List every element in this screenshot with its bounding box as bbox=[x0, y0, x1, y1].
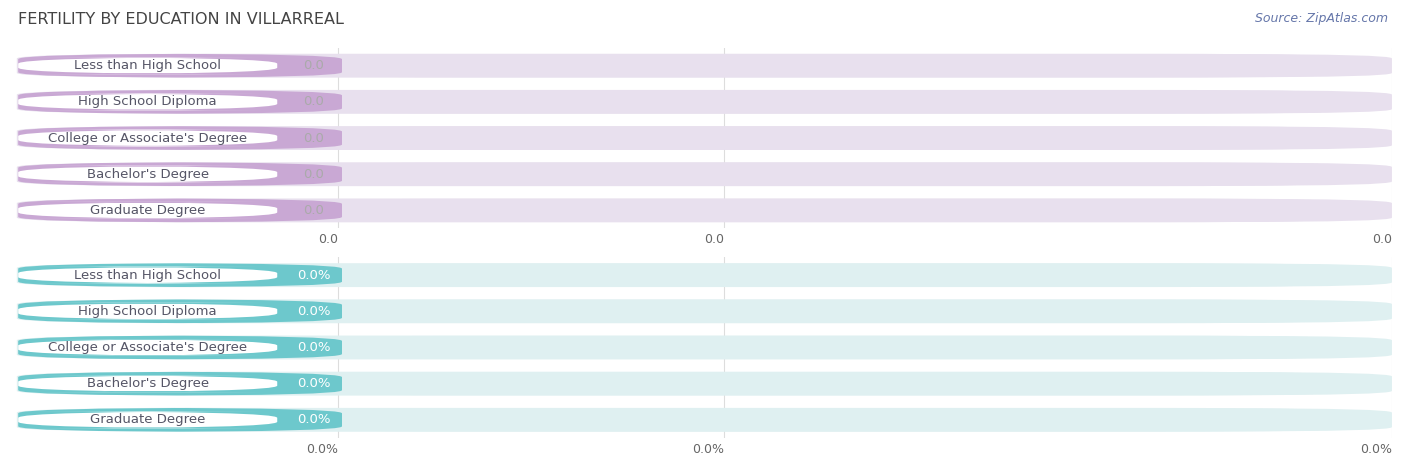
FancyBboxPatch shape bbox=[18, 198, 342, 222]
FancyBboxPatch shape bbox=[17, 264, 335, 287]
FancyBboxPatch shape bbox=[18, 299, 1361, 323]
Text: 0.0%: 0.0% bbox=[297, 268, 330, 282]
Text: Bachelor's Degree: Bachelor's Degree bbox=[87, 168, 208, 181]
FancyBboxPatch shape bbox=[17, 372, 335, 395]
Text: 0.0: 0.0 bbox=[1372, 233, 1392, 246]
Text: 0.0: 0.0 bbox=[304, 95, 323, 109]
Text: FERTILITY BY EDUCATION IN VILLARREAL: FERTILITY BY EDUCATION IN VILLARREAL bbox=[18, 12, 344, 27]
FancyBboxPatch shape bbox=[18, 126, 1361, 150]
FancyBboxPatch shape bbox=[18, 372, 1361, 396]
FancyBboxPatch shape bbox=[18, 303, 277, 320]
FancyBboxPatch shape bbox=[18, 263, 342, 287]
Text: 0.0: 0.0 bbox=[304, 168, 323, 181]
FancyBboxPatch shape bbox=[17, 300, 335, 323]
Text: 0.0%: 0.0% bbox=[297, 377, 330, 390]
FancyBboxPatch shape bbox=[290, 336, 1392, 359]
FancyBboxPatch shape bbox=[290, 163, 1392, 186]
FancyBboxPatch shape bbox=[18, 162, 342, 186]
FancyBboxPatch shape bbox=[18, 129, 277, 147]
FancyBboxPatch shape bbox=[290, 408, 1392, 431]
FancyBboxPatch shape bbox=[18, 57, 277, 74]
FancyBboxPatch shape bbox=[17, 336, 335, 359]
FancyBboxPatch shape bbox=[290, 300, 1392, 323]
FancyBboxPatch shape bbox=[18, 408, 1361, 432]
FancyBboxPatch shape bbox=[17, 199, 335, 222]
FancyBboxPatch shape bbox=[18, 54, 342, 78]
Text: 0.0%: 0.0% bbox=[692, 443, 724, 456]
FancyBboxPatch shape bbox=[18, 93, 277, 110]
FancyBboxPatch shape bbox=[18, 411, 277, 428]
Text: High School Diploma: High School Diploma bbox=[79, 95, 217, 109]
Text: 0.0%: 0.0% bbox=[307, 443, 337, 456]
Text: 0.0%: 0.0% bbox=[297, 341, 330, 354]
FancyBboxPatch shape bbox=[18, 54, 1361, 78]
Text: High School Diploma: High School Diploma bbox=[79, 305, 217, 318]
Text: 0.0%: 0.0% bbox=[1360, 443, 1392, 456]
FancyBboxPatch shape bbox=[18, 166, 277, 183]
FancyBboxPatch shape bbox=[18, 263, 1361, 287]
Text: Source: ZipAtlas.com: Source: ZipAtlas.com bbox=[1254, 12, 1388, 25]
Text: Bachelor's Degree: Bachelor's Degree bbox=[87, 377, 208, 390]
FancyBboxPatch shape bbox=[18, 126, 342, 150]
FancyBboxPatch shape bbox=[18, 372, 342, 396]
FancyBboxPatch shape bbox=[290, 264, 1392, 287]
FancyBboxPatch shape bbox=[18, 336, 342, 359]
FancyBboxPatch shape bbox=[290, 372, 1392, 395]
FancyBboxPatch shape bbox=[17, 54, 335, 77]
Text: 0.0: 0.0 bbox=[318, 233, 337, 246]
Text: 0.0%: 0.0% bbox=[297, 305, 330, 318]
Text: Less than High School: Less than High School bbox=[75, 59, 221, 72]
FancyBboxPatch shape bbox=[290, 127, 1392, 149]
FancyBboxPatch shape bbox=[290, 90, 1392, 113]
FancyBboxPatch shape bbox=[17, 127, 335, 149]
Text: Graduate Degree: Graduate Degree bbox=[90, 204, 205, 217]
FancyBboxPatch shape bbox=[18, 375, 277, 392]
FancyBboxPatch shape bbox=[18, 267, 277, 284]
Text: College or Associate's Degree: College or Associate's Degree bbox=[48, 341, 247, 354]
Text: 0.0: 0.0 bbox=[304, 59, 323, 72]
FancyBboxPatch shape bbox=[18, 202, 277, 219]
FancyBboxPatch shape bbox=[18, 162, 1361, 186]
Text: 0.0%: 0.0% bbox=[297, 413, 330, 426]
Text: 0.0: 0.0 bbox=[304, 204, 323, 217]
FancyBboxPatch shape bbox=[18, 299, 342, 323]
FancyBboxPatch shape bbox=[18, 90, 342, 114]
FancyBboxPatch shape bbox=[17, 90, 335, 113]
Text: Graduate Degree: Graduate Degree bbox=[90, 413, 205, 426]
FancyBboxPatch shape bbox=[18, 90, 1361, 114]
FancyBboxPatch shape bbox=[17, 408, 335, 431]
FancyBboxPatch shape bbox=[290, 199, 1392, 222]
FancyBboxPatch shape bbox=[18, 408, 342, 432]
FancyBboxPatch shape bbox=[18, 336, 1361, 359]
Text: Less than High School: Less than High School bbox=[75, 268, 221, 282]
FancyBboxPatch shape bbox=[18, 339, 277, 356]
Text: College or Associate's Degree: College or Associate's Degree bbox=[48, 131, 247, 145]
Text: 0.0: 0.0 bbox=[703, 233, 724, 246]
FancyBboxPatch shape bbox=[17, 163, 335, 186]
Text: 0.0: 0.0 bbox=[304, 131, 323, 145]
FancyBboxPatch shape bbox=[18, 198, 1361, 222]
FancyBboxPatch shape bbox=[290, 54, 1392, 77]
